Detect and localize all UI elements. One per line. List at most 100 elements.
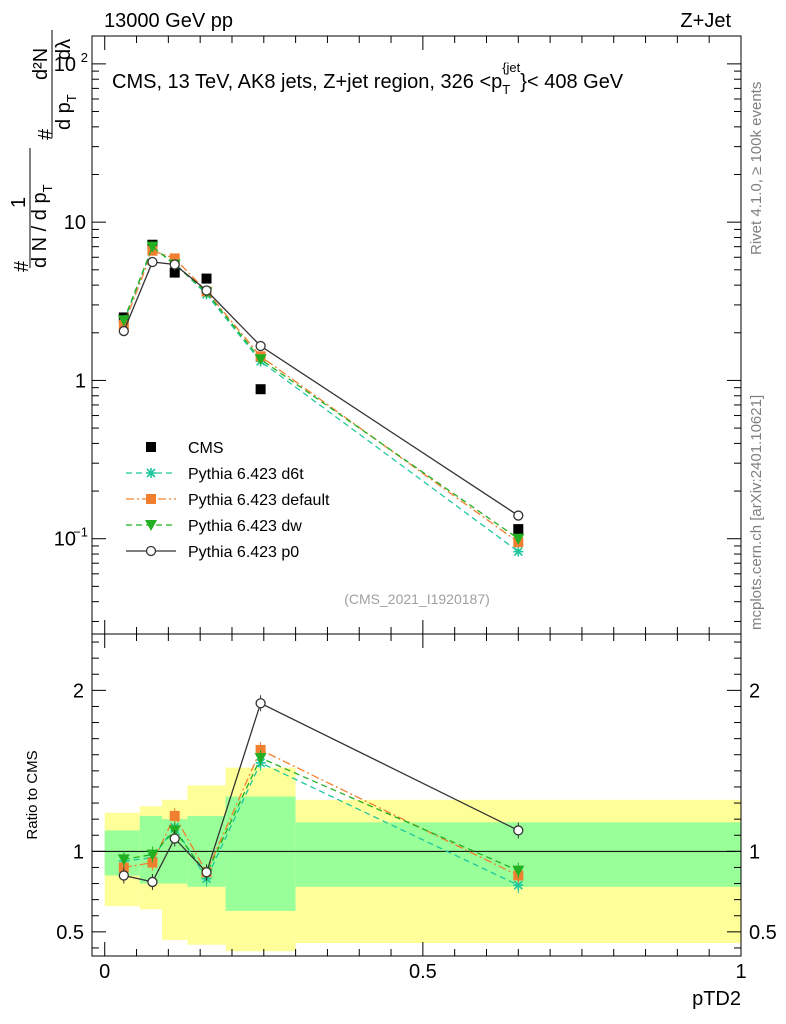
ratio-point [169, 810, 180, 821]
ratio-point [146, 849, 159, 861]
data-point [513, 546, 524, 557]
ratio-ytick-label-2: 2 [73, 680, 84, 702]
data-point [201, 273, 212, 284]
data-point [513, 524, 524, 535]
main-ytick-label-2: 10 [64, 212, 86, 234]
data-point [255, 384, 266, 395]
main-title: CMS, 13 TeV, AK8 jets, Z+jet region, 326… [112, 60, 624, 97]
ratio-xtick-label-0: 0 [99, 961, 110, 983]
ylabel-dpT: d pT [53, 94, 79, 130]
ylabel-dlam: dλ [53, 39, 75, 60]
ylabel-dN-text: d N / d p [29, 192, 51, 268]
ylabel-hash1: # [11, 260, 33, 272]
ratio-point [512, 865, 525, 877]
ratio-point [201, 867, 212, 878]
ylabel-dpT-T: T [64, 94, 79, 102]
legend-label: Pythia 6.423 p0 [188, 544, 299, 561]
ratio-point [117, 854, 130, 866]
legend-label: Pythia 6.423 d6t [188, 466, 304, 483]
title-close: } [520, 71, 527, 93]
ratio-point [147, 876, 158, 888]
legend-marker [145, 520, 157, 531]
title-sub: T [502, 82, 510, 97]
ratio-point [147, 857, 158, 868]
legend-marker [146, 442, 156, 452]
legend-marker [145, 545, 157, 557]
rivet-label: Rivet 4.1.0, ≥ 100k events [748, 82, 765, 255]
ylabel-dN-T: T [40, 184, 55, 192]
ratio-axis-ticks: 0.5 0.51 12 20 0.5 1 [56, 634, 777, 983]
ratio-ytick-label-1: 1 [73, 841, 84, 863]
ratio-point [118, 862, 129, 873]
legend-entry-3: Pythia 6.423 dw [126, 518, 302, 535]
ratio-point [254, 752, 267, 764]
series-pythia-6-423-p0 [118, 256, 524, 521]
legend-marker [146, 494, 156, 504]
legend-marker [146, 468, 156, 478]
ratio-frame [91, 633, 742, 957]
legend-entry-2: Pythia 6.423 default [126, 492, 330, 509]
legend-label: Pythia 6.423 default [188, 492, 330, 509]
series-line [123, 245, 519, 540]
header-right: Z+Jet [680, 10, 731, 32]
ratio-point [118, 870, 129, 881]
legend-entry-1: Pythia 6.423 d6t [126, 466, 304, 483]
x-axis-label: pTD2 [692, 988, 741, 1010]
ylabel-dpT-text: d p [53, 102, 75, 130]
ratio-uncertainty-bands [92, 767, 741, 952]
data-point [201, 285, 212, 296]
ratio-ytick-label-right-1: 1 [749, 841, 760, 863]
data-point [169, 267, 180, 278]
series-cms [118, 239, 524, 535]
ylabel-one: 1 [8, 197, 30, 208]
data-point [512, 533, 525, 545]
data-point [513, 510, 524, 521]
ratio-series-group [117, 695, 525, 894]
ratio-xtick-label-2: 1 [735, 961, 746, 983]
title-sup: {jet [502, 60, 520, 75]
ratio-ytick-label-right-2: 2 [749, 680, 760, 702]
data-point [147, 256, 158, 268]
ratio-series-line [123, 749, 519, 877]
title-post: < 408 GeV [527, 71, 624, 93]
ratio-point [169, 833, 180, 844]
ratio-point [513, 825, 524, 836]
mcplots-label: mcplots.cern.ch [arXiv:2401.10621] [748, 395, 765, 630]
data-point [146, 241, 159, 253]
main-series-group [117, 239, 525, 557]
ratio-xtick-label-1: 0.5 [409, 961, 437, 983]
main-ylabel: # 1 d N / d pT # d²N d pT dλ [8, 30, 79, 272]
main-ytick-label-3: 10 [54, 54, 76, 76]
ratio-panel: 0.5 0.51 12 20 0.5 1 Ratio to CMS pTD2 [24, 633, 777, 1010]
ratio-point [255, 698, 266, 709]
legend-label: Pythia 6.423 dw [188, 518, 302, 535]
legend-entry-4: Pythia 6.423 p0 [126, 544, 299, 561]
ratio-ytick-label-right-0: 0.5 [749, 922, 777, 944]
legend: CMS Pythia 6.423 d6t Pythia 6.423 default P… [126, 440, 330, 561]
ratio-series-pythia-6-423-p0 [118, 695, 524, 890]
main-ytick-label-0: 10 [54, 529, 76, 551]
series-line [123, 261, 519, 517]
data-point [118, 325, 129, 337]
data-point [255, 340, 266, 352]
data-point [254, 354, 267, 366]
data-point [117, 315, 130, 327]
data-point [169, 253, 180, 264]
data-point [169, 259, 180, 270]
series-line [123, 246, 519, 553]
ratio-ylabel: Ratio to CMS [24, 750, 41, 839]
ratio-ytick-label-0: 0.5 [56, 922, 84, 944]
ratio-point [255, 744, 266, 755]
inner-band-bin [225, 796, 296, 911]
legend-entry-0: CMS [146, 440, 224, 457]
main-ytick-exp-3: 2 [81, 50, 88, 65]
analysis-watermark: (CMS_2021_I1920187) [344, 591, 490, 607]
ylabel-d2N: d²N [30, 48, 52, 80]
main-ytick-label-1: 1 [75, 370, 86, 392]
main-ytick-exp-0: −1 [73, 525, 88, 540]
ratio-point [513, 880, 524, 891]
ratio-series-line [123, 757, 519, 876]
ylabel-dN: d N / d pT [29, 184, 55, 268]
